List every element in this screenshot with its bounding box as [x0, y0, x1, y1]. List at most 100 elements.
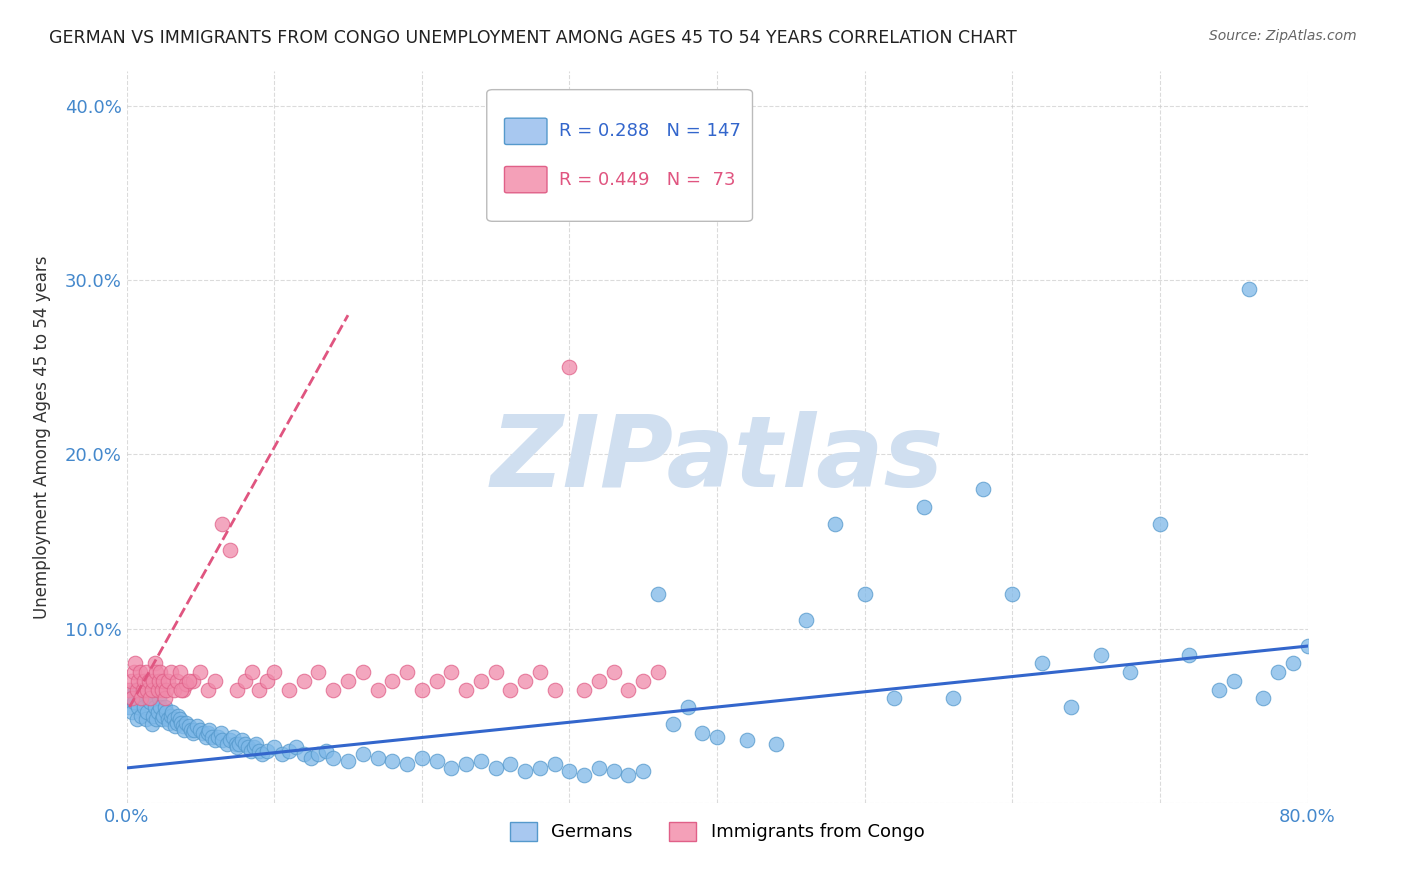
Point [617, 768, 640, 782]
Point [149, 700, 172, 714]
Point [558, 764, 581, 779]
Point [239, 743, 262, 757]
Point [122, 695, 145, 709]
Point [352, 747, 374, 761]
Point [515, 673, 537, 688]
Point [156, 673, 179, 688]
Point [322, 682, 344, 697]
Point [574, 768, 596, 782]
Point [165, 719, 187, 733]
Point [163, 682, 186, 697]
Point [150, 682, 173, 697]
Point [136, 705, 159, 719]
Point [148, 673, 170, 688]
Point [163, 712, 186, 726]
Point [142, 673, 165, 688]
Point [128, 665, 150, 680]
Point [263, 665, 285, 680]
Point [183, 723, 205, 737]
Point [633, 673, 655, 688]
Point [118, 700, 141, 714]
Point [1031, 657, 1053, 671]
Point [765, 737, 787, 751]
Point [315, 743, 337, 757]
Point [292, 673, 315, 688]
Point [352, 665, 374, 680]
Point [574, 682, 596, 697]
Point [1282, 657, 1305, 671]
Point [135, 665, 157, 680]
Point [127, 673, 149, 688]
Point [160, 665, 183, 680]
Point [157, 715, 180, 730]
Point [603, 764, 626, 779]
Point [588, 761, 610, 775]
Point [121, 705, 143, 719]
Point [367, 682, 389, 697]
Point [169, 712, 191, 726]
Point [162, 705, 184, 719]
Point [456, 682, 478, 697]
Point [263, 740, 285, 755]
Point [129, 708, 153, 723]
Point [252, 747, 274, 761]
Point [167, 708, 190, 723]
Point [853, 587, 876, 601]
Point [499, 757, 522, 772]
Point [177, 719, 200, 733]
Point [676, 700, 699, 714]
Point [381, 673, 404, 688]
FancyBboxPatch shape [505, 118, 547, 145]
Point [1208, 682, 1230, 697]
Point [972, 483, 994, 497]
Point [152, 708, 174, 723]
Point [211, 733, 233, 747]
Point [145, 712, 167, 726]
Point [381, 754, 404, 768]
Point [883, 691, 905, 706]
Point [138, 691, 160, 706]
Point [188, 723, 212, 737]
Point [484, 761, 508, 775]
Point [1253, 691, 1275, 706]
Point [118, 682, 141, 697]
Point [515, 764, 537, 779]
Point [240, 665, 263, 680]
Point [1237, 282, 1260, 296]
Text: R = 0.288   N = 147: R = 0.288 N = 147 [558, 122, 741, 140]
Point [1060, 700, 1083, 714]
Point [270, 747, 292, 761]
Point [603, 665, 626, 680]
Point [396, 665, 419, 680]
Point [942, 691, 965, 706]
Point [337, 754, 360, 768]
Point [201, 730, 224, 744]
Point [484, 665, 508, 680]
Point [1223, 673, 1246, 688]
Point [411, 682, 433, 697]
Point [794, 613, 817, 627]
Point [278, 682, 301, 697]
Point [134, 673, 156, 688]
Point [558, 360, 581, 375]
Text: ZIPatlas: ZIPatlas [491, 410, 943, 508]
Point [127, 700, 149, 714]
Point [456, 757, 478, 772]
Point [824, 517, 846, 532]
Point [173, 723, 195, 737]
Point [236, 740, 259, 755]
Point [150, 712, 173, 726]
Point [256, 673, 278, 688]
Point [1267, 665, 1289, 680]
Point [1312, 708, 1334, 723]
Point [155, 682, 177, 697]
Point [411, 750, 433, 764]
Point [440, 665, 463, 680]
Point [135, 712, 157, 726]
Point [529, 665, 551, 680]
Point [174, 677, 197, 691]
Point [152, 673, 174, 688]
Point [128, 688, 150, 702]
Point [617, 682, 640, 697]
Point [225, 737, 247, 751]
